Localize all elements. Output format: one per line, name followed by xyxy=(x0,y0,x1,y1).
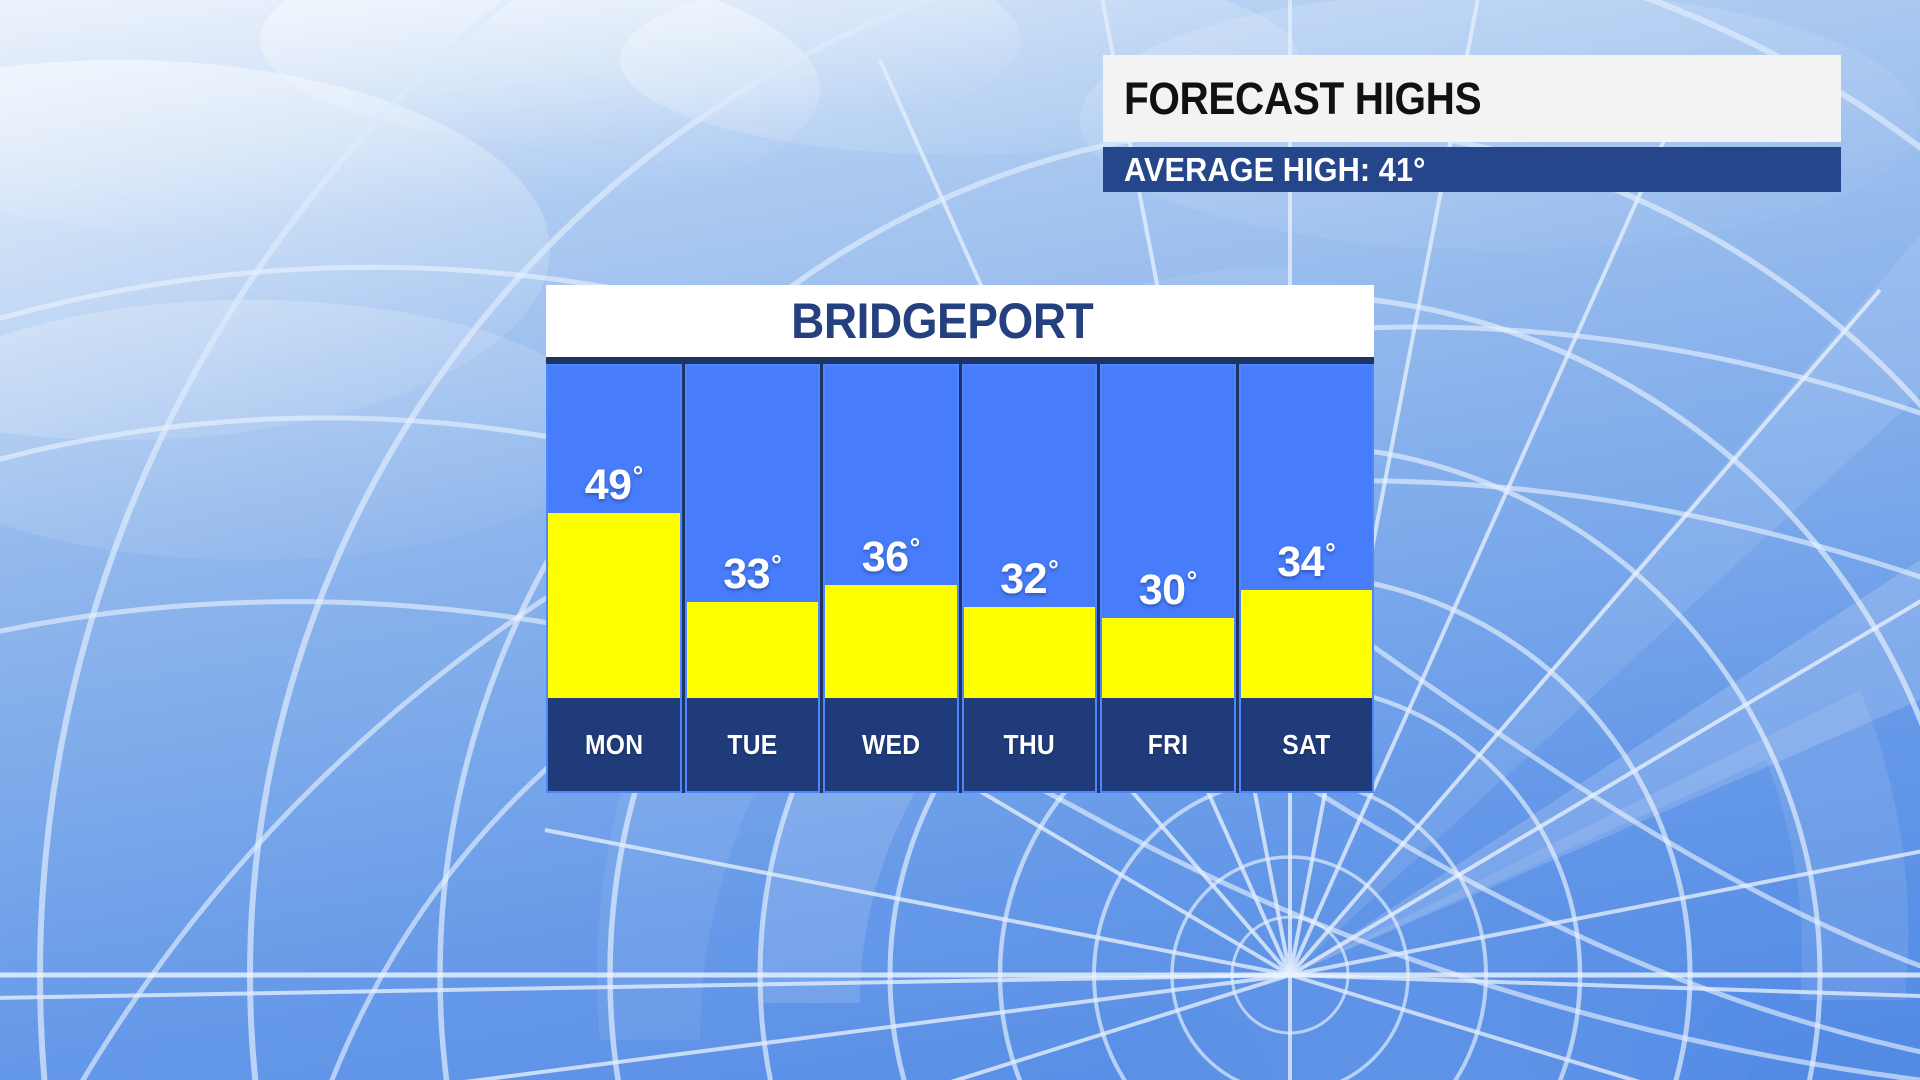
degree-symbol: ° xyxy=(1048,555,1059,586)
city-name: BRIDGEPORT xyxy=(790,293,1094,349)
degree-symbol: ° xyxy=(1186,566,1198,597)
temp-label-fri: 30° xyxy=(1138,566,1198,614)
forecast-column-sat[interactable]: 34° SAT xyxy=(1238,364,1374,793)
forecast-column-wed[interactable]: 36° WED xyxy=(823,364,959,793)
degree-symbol: ° xyxy=(632,461,644,492)
day-box-mon: MON xyxy=(548,698,680,791)
day-box-thu: THU xyxy=(963,698,1095,791)
city-title-bar: BRIDGEPORT xyxy=(546,285,1374,357)
temp-bar-sat xyxy=(1240,590,1372,698)
temp-label-wed: 36° xyxy=(861,533,921,581)
day-label-wed: WED xyxy=(861,728,920,760)
header-banner-group: FORECAST HIGHS AVERAGE HIGH: 41° xyxy=(1103,55,1841,192)
day-box-fri: FRI xyxy=(1102,698,1234,791)
forecast-column-tue[interactable]: 33° TUE xyxy=(684,364,820,793)
day-box-tue: TUE xyxy=(686,698,818,791)
temp-bar-fri xyxy=(1102,618,1234,698)
forecast-column-mon[interactable]: 49° MON xyxy=(546,364,682,793)
degree-symbol: ° xyxy=(771,550,782,581)
temp-label-mon: 49° xyxy=(584,461,644,509)
temp-label-thu: 32° xyxy=(1000,555,1059,603)
forecast-panel: BRIDGEPORT 49° MON 33° TUE xyxy=(546,285,1374,793)
temp-bar-thu xyxy=(963,607,1095,698)
day-label-sat: SAT xyxy=(1282,728,1331,760)
day-label-mon: MON xyxy=(584,728,643,760)
temp-label-sat: 34° xyxy=(1277,538,1336,586)
temp-label-tue: 33° xyxy=(723,550,782,598)
day-label-thu: THU xyxy=(1003,728,1055,760)
forecast-title-banner: FORECAST HIGHS xyxy=(1103,55,1841,142)
temp-bar-tue xyxy=(686,602,818,698)
temp-bar-mon xyxy=(548,513,680,698)
day-box-wed: WED xyxy=(825,698,957,791)
average-high-label: AVERAGE HIGH: 41° xyxy=(1124,150,1426,188)
day-box-sat: SAT xyxy=(1240,698,1372,791)
forecast-columns: 49° MON 33° TUE 36° WED xyxy=(546,364,1374,793)
temp-bar-wed xyxy=(825,585,957,698)
panel-top-divider xyxy=(546,357,1374,364)
average-high-banner: AVERAGE HIGH: 41° xyxy=(1103,147,1841,192)
degree-symbol: ° xyxy=(1325,538,1336,569)
day-label-fri: FRI xyxy=(1147,728,1188,760)
page-title: FORECAST HIGHS xyxy=(1124,72,1482,124)
day-label-tue: TUE xyxy=(727,728,778,760)
forecast-column-fri[interactable]: 30° FRI xyxy=(1100,364,1236,793)
forecast-column-thu[interactable]: 32° THU xyxy=(961,364,1097,793)
degree-symbol: ° xyxy=(909,533,921,564)
